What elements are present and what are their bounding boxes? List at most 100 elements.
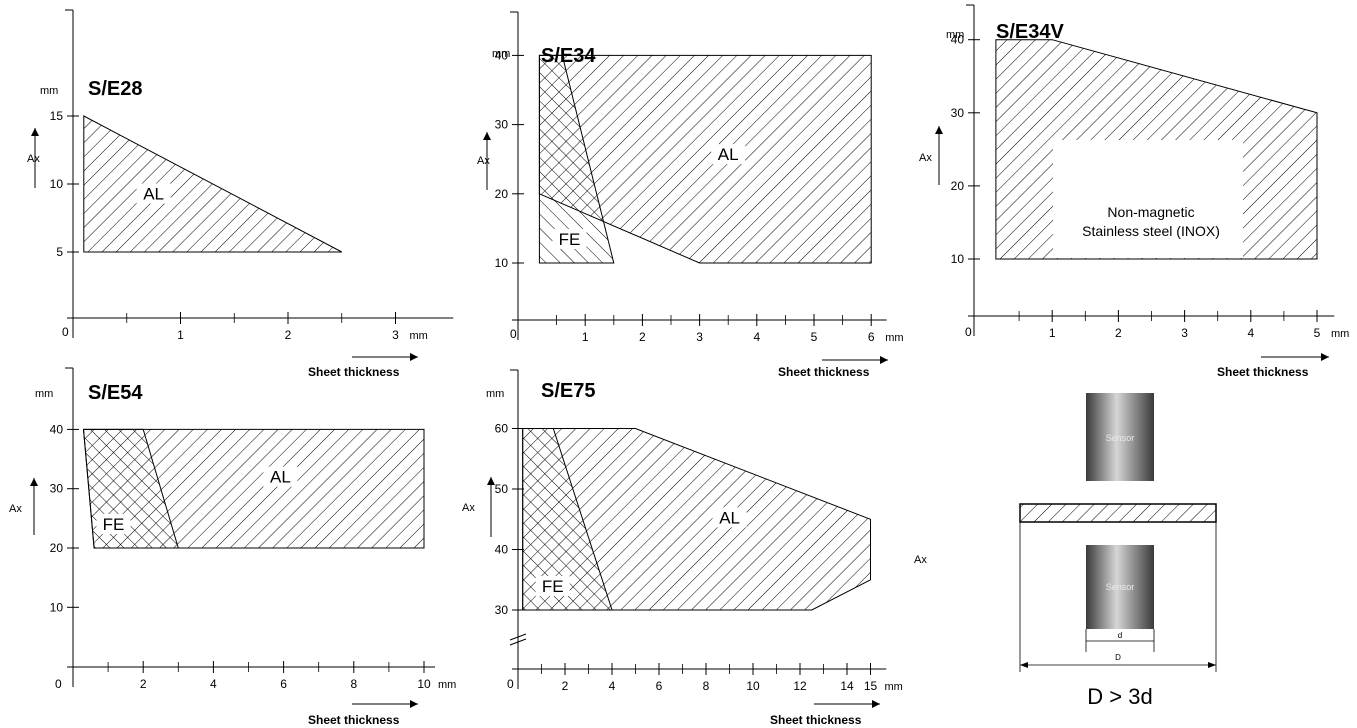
y-tick-label: 10 [495, 256, 509, 270]
y-tick-label: 15 [50, 109, 64, 123]
x-tick-label: 3 [392, 328, 399, 342]
x-tick-label: 10 [746, 679, 760, 693]
x-unit-label: mm [1331, 328, 1349, 340]
x-tick-label: 4 [1247, 326, 1254, 340]
x-axis-label: Sheet thickness [308, 365, 400, 379]
x-tick-label: 1 [582, 330, 589, 344]
y-tick-label: 20 [50, 541, 64, 555]
D-label: D [1115, 653, 1121, 662]
region-label-bg [711, 144, 746, 165]
lower-sensor-body [1086, 545, 1154, 629]
y-axis-label: Ax [9, 503, 22, 515]
y-tick-label: 40 [495, 48, 509, 62]
y-tick-label: 40 [951, 33, 965, 47]
stray-axis-label: Ax [914, 554, 927, 566]
x-tick-label: 2 [639, 330, 646, 344]
y-tick-label: 10 [951, 252, 965, 266]
origin-label: 0 [965, 325, 972, 339]
D-arrow-left [1020, 662, 1028, 668]
x-tick-label: 1 [1049, 326, 1056, 340]
y-tick-label: 20 [951, 179, 965, 193]
chart-title: S/E75 [541, 380, 595, 402]
y-arrow-head [935, 126, 943, 134]
chart-title: S/E28 [88, 78, 142, 100]
y-tick-label: 30 [495, 603, 509, 617]
region-label-al: AL [719, 508, 740, 527]
region-al [83, 115, 343, 253]
x-tick-label: 2 [562, 679, 569, 693]
x-axis-label: Sheet thickness [778, 365, 870, 379]
D-arrow-right [1208, 662, 1216, 668]
region-label-bg [712, 507, 747, 528]
x-tick-label: 10 [417, 677, 431, 691]
axis-break-mark [509, 638, 527, 646]
region-fe [538, 54, 615, 264]
x-tick-label: 15 [864, 679, 878, 693]
x-unit-label: mm [410, 330, 428, 342]
x-axis-label: Sheet thickness [308, 713, 400, 727]
material-note-line: Stainless steel (INOX) [1082, 223, 1220, 239]
upper-sensor-label: Sensor [1106, 433, 1135, 443]
x-unit-label: mm [885, 681, 903, 693]
y-axis-label: Ax [27, 153, 40, 165]
x-tick-label: 6 [280, 677, 287, 691]
y-arrow-head [483, 132, 491, 140]
chart-title: S/E34V [996, 21, 1064, 43]
chart-s-e28: 5 10 15 1 2 3 S/E28 mm Ax 0 mm Sheet thickness AL [27, 9, 454, 379]
x-arrow-head [880, 356, 888, 364]
x-tick-label: 14 [840, 679, 854, 693]
x-tick-label: 6 [656, 679, 663, 693]
x-tick-label: 4 [609, 679, 616, 693]
y-tick-label: 30 [50, 482, 64, 496]
region-label-fe: FE [103, 515, 125, 534]
x-tick-label: 3 [696, 330, 703, 344]
metal-sheet [1019, 503, 1217, 523]
x-tick-label: 12 [793, 679, 807, 693]
y-axis-label: Ax [462, 502, 475, 514]
y-tick-label: 10 [50, 600, 64, 614]
y-unit-label: mm [492, 48, 510, 60]
x-arrow-head [410, 700, 418, 708]
note-background [1053, 140, 1243, 258]
x-axis-label: Sheet thickness [1217, 365, 1309, 379]
formula: D > 3d [1087, 684, 1152, 709]
region-label-bg [136, 183, 171, 204]
x-tick-label: 5 [1314, 326, 1321, 340]
x-tick-label: 8 [350, 677, 357, 691]
y-arrow-head [487, 477, 495, 485]
upper-sensor-body [1086, 393, 1154, 481]
x-unit-label: mm [885, 332, 903, 344]
x-arrow-head [410, 353, 418, 361]
chart-title: S/E54 [88, 382, 143, 404]
origin-label: 0 [55, 677, 62, 691]
x-unit-label: mm [438, 679, 456, 691]
region-label-bg [552, 229, 587, 249]
y-tick-label: 20 [495, 187, 509, 201]
x-tick-label: 8 [703, 679, 710, 693]
y-unit-label: mm [946, 29, 964, 41]
x-axis-label: Sheet thickness [770, 713, 862, 727]
x-tick-label: 2 [140, 677, 147, 691]
origin-label: 0 [62, 325, 69, 339]
lower-sensor-label: Sensor [1106, 582, 1135, 592]
d-label: d [1118, 631, 1122, 640]
y-tick-label: 10 [50, 177, 64, 191]
chart-s-e75: 30 40 50 60 2 4 6 8 10 12 14 15 S/E75 mm Ax 0 mm Sheet th… [462, 369, 903, 727]
x-tick-label: 4 [753, 330, 760, 344]
region-label-bg [263, 466, 298, 487]
y-axis-label: Ax [477, 155, 490, 167]
y-arrow-head [31, 128, 39, 136]
axis-break-mark [509, 633, 527, 641]
y-unit-label: mm [35, 388, 53, 400]
y-tick-label: 5 [56, 245, 63, 259]
x-tick-label: 2 [1115, 326, 1122, 340]
x-tick-label: 1 [177, 328, 184, 342]
chart-title: S/E34 [541, 45, 596, 67]
region-label-al: AL [718, 145, 739, 164]
y-tick-label: 30 [495, 118, 509, 132]
x-tick-label: 4 [210, 677, 217, 691]
y-tick-label: 30 [951, 106, 965, 120]
x-tick-label: 3 [1181, 326, 1188, 340]
y-unit-label: mm [486, 388, 504, 400]
sensor-mounting-diagram: Sensor Sensor d D D > 3d [1019, 393, 1217, 709]
